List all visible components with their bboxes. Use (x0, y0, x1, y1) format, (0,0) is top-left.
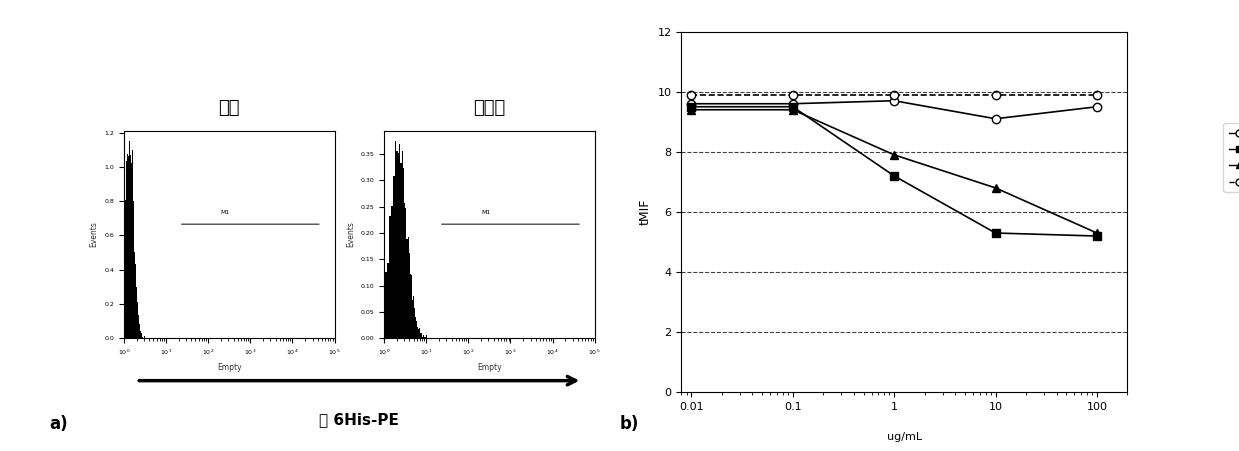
Text: 抗 6His-PE: 抗 6His-PE (320, 412, 399, 427)
临3 (684, 107, 699, 112)
临12 (786, 104, 800, 110)
对照 (684, 92, 699, 97)
临12 (887, 173, 902, 179)
Bar (380, 311, 384, 338)
Bar (377, 321, 380, 338)
Bar (396, 151, 398, 338)
Y-axis label: Events: Events (89, 221, 99, 248)
Line: 对照: 对照 (688, 91, 1101, 99)
Legend: M1, 临12, 临3, 对照: M1, 临12, 临3, 对照 (1223, 123, 1239, 193)
Bar (398, 153, 399, 338)
对照 (887, 92, 902, 97)
Bar (372, 334, 377, 338)
Bar (389, 216, 392, 338)
Text: 总结合: 总结合 (473, 99, 506, 117)
临3 (887, 152, 902, 157)
Line: 临3: 临3 (688, 106, 1101, 237)
对照 (786, 92, 800, 97)
M1 (989, 116, 1004, 121)
X-axis label: Empty: Empty (477, 363, 502, 372)
Y-axis label: Events: Events (346, 221, 356, 248)
Bar (393, 176, 395, 338)
Bar (384, 272, 387, 338)
M1 (887, 98, 902, 103)
临12 (1089, 233, 1104, 239)
M1 (786, 101, 800, 106)
M1 (684, 101, 699, 106)
对照 (1089, 92, 1104, 97)
Text: b): b) (620, 415, 639, 433)
Text: a): a) (50, 415, 68, 433)
临12 (989, 230, 1004, 236)
Bar (395, 141, 396, 338)
对照 (989, 92, 1004, 97)
Line: 临12: 临12 (688, 102, 1101, 240)
临3 (989, 185, 1004, 191)
Text: M1: M1 (481, 210, 491, 215)
Text: ug/mL: ug/mL (887, 432, 922, 442)
Text: 对照: 对照 (218, 99, 240, 117)
Bar (392, 206, 393, 338)
临3 (786, 107, 800, 112)
M1 (1089, 104, 1104, 110)
临3 (1089, 230, 1104, 236)
Bar (399, 144, 400, 338)
X-axis label: Empty: Empty (217, 363, 242, 372)
Line: M1: M1 (688, 97, 1101, 123)
Text: M1: M1 (221, 210, 230, 215)
临12 (684, 104, 699, 110)
Bar (387, 262, 389, 338)
Y-axis label: tMIF: tMIF (639, 199, 652, 225)
